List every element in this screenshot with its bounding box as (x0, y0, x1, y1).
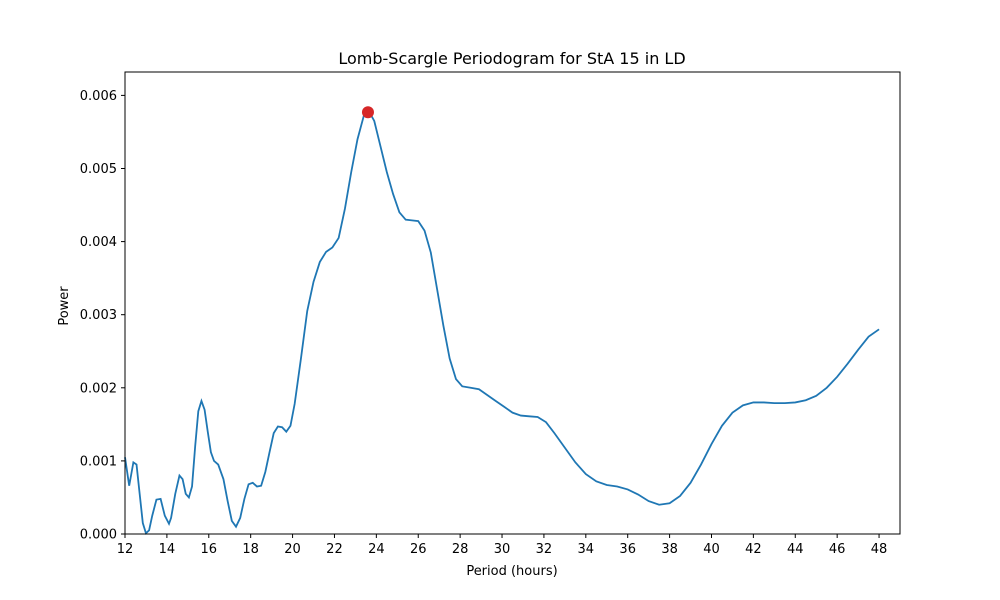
x-tick-label: 38 (661, 542, 678, 557)
x-tick-label: 24 (368, 542, 385, 557)
x-tick-label: 42 (745, 542, 762, 557)
x-tick-label: 34 (578, 542, 595, 557)
x-tick-label: 12 (117, 542, 134, 557)
x-tick-label: 40 (703, 542, 720, 557)
x-tick-label: 48 (871, 542, 888, 557)
y-tick-label: 0.000 (80, 528, 117, 543)
x-tick-label: 26 (410, 542, 427, 557)
chart-title: Lomb-Scargle Periodogram for StA 15 in L… (338, 49, 685, 68)
y-tick-label: 0.003 (80, 308, 117, 323)
x-tick-label: 36 (619, 542, 636, 557)
series-line (124, 110, 880, 535)
x-tick-label: 46 (829, 542, 846, 557)
y-axis-label: Power (57, 286, 72, 326)
plot-frame (124, 71, 901, 535)
x-tick-label: 22 (326, 542, 343, 557)
y-tick-label: 0.005 (80, 162, 117, 177)
y-axis: 0.000 0.001 0.002 0.003 0.004 0.005 0.006 (80, 89, 125, 543)
x-tick-label: 14 (159, 542, 176, 557)
y-tick-label: 0.006 (80, 89, 117, 104)
y-tick-label: 0.001 (80, 454, 117, 469)
x-tick-label: 44 (787, 542, 804, 557)
x-tick-label: 28 (452, 542, 469, 557)
x-tick-label: 32 (536, 542, 553, 557)
x-tick-label: 30 (494, 542, 511, 557)
peak-marker (361, 106, 374, 119)
y-tick-label: 0.002 (80, 381, 117, 396)
x-axis: 12 14 16 18 20 22 24 26 28 30 32 34 36 38 40 42 44 46 48 (117, 534, 888, 557)
x-tick-label: 20 (284, 542, 301, 557)
x-tick-label: 16 (201, 542, 218, 557)
y-tick-label: 0.004 (80, 235, 117, 250)
x-tick-label: 18 (242, 542, 259, 557)
x-axis-label: Period (hours) (466, 564, 557, 579)
